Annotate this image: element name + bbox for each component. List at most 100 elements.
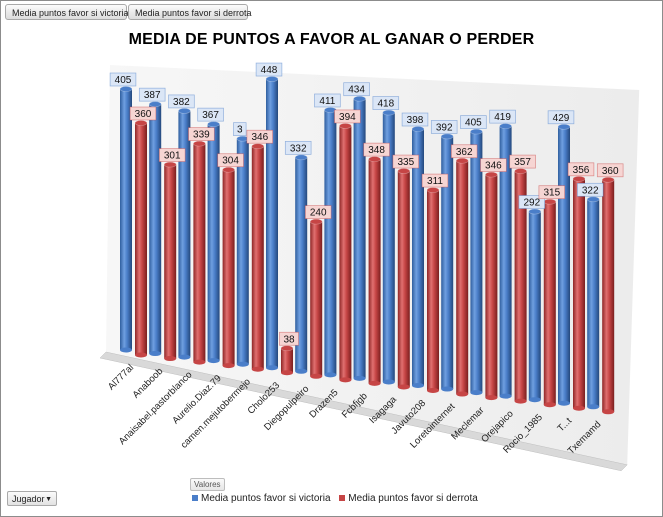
data-label-box — [138, 87, 166, 102]
chart-title: MEDIA DE PUNTOS A FAVOR AL GANAR O PERDE… — [128, 31, 535, 48]
bar-body — [207, 124, 220, 361]
data-label-box — [279, 331, 299, 346]
bar-top-cap — [528, 208, 542, 215]
data-label-box — [168, 94, 195, 109]
data-label-text: 3 — [237, 125, 243, 136]
bar-lose-1 — [163, 161, 177, 362]
data-label-lose-1: 301 — [158, 148, 186, 162]
legend-item-lose: Media puntos favor si derrota — [339, 493, 478, 504]
data-label-text: 346 — [251, 132, 268, 143]
bar-lose-16 — [601, 177, 615, 415]
data-label-lose-10: 311 — [421, 173, 449, 188]
bar-body — [368, 159, 381, 384]
data-label-text: 304 — [222, 156, 239, 167]
bar-body — [251, 146, 264, 370]
data-label-box — [158, 148, 186, 162]
data-label-text: 348 — [368, 145, 385, 156]
bar-base-cap — [602, 409, 615, 415]
bar-body — [427, 190, 439, 391]
data-label-win-6: 332 — [284, 140, 312, 155]
dropdown-arrow-icon: ▼ — [45, 496, 52, 503]
bar-top-cap — [222, 166, 235, 173]
data-label-text: 292 — [523, 198, 540, 209]
bar-base-cap — [310, 373, 323, 379]
data-label-text: 434 — [348, 85, 365, 96]
data-label-box — [538, 185, 566, 200]
data-label-box — [576, 182, 604, 197]
bar-body — [499, 126, 512, 397]
values-field-tag[interactable]: Valores — [190, 478, 225, 491]
data-label-win-9: 418 — [372, 96, 400, 110]
series-field-button-lose[interactable]: Media puntos favor si derrota — [128, 4, 252, 20]
data-label-box — [109, 72, 137, 87]
data-label-box — [284, 140, 312, 155]
data-label-box — [489, 109, 516, 124]
bar-win-7 — [324, 107, 337, 378]
data-label-lose-0: 360 — [129, 106, 157, 121]
bar-body — [135, 123, 147, 355]
bar-base-cap — [368, 380, 381, 386]
bar-base-cap — [543, 402, 556, 408]
legend-label-win: Media puntos favor si victoria — [201, 493, 331, 504]
bar-top-cap — [178, 108, 191, 114]
bar-top-cap — [397, 168, 411, 174]
bar-top-cap — [514, 168, 527, 174]
bar-top-cap — [251, 143, 265, 150]
chart-floor — [99, 351, 628, 472]
bar-lose-12 — [485, 171, 498, 401]
bar-top-cap — [294, 154, 308, 161]
bar-base-cap — [573, 405, 585, 411]
legend-item-win: Media puntos favor si victoria — [192, 493, 331, 504]
bar-base-cap — [382, 379, 395, 385]
bar-win-2 — [178, 108, 191, 360]
bar-base-cap — [266, 365, 278, 371]
bar-top-cap — [207, 121, 220, 127]
bar-win-9 — [382, 109, 396, 385]
axis-field-label: Jugador — [12, 494, 45, 504]
data-label-text: 356 — [573, 165, 590, 176]
bar-top-cap — [499, 123, 512, 129]
legend-swatch-win — [192, 495, 198, 501]
data-label-text: 398 — [407, 115, 424, 126]
data-label-lose-5: 38 — [279, 331, 299, 346]
data-label-box — [460, 115, 487, 129]
bar-base-cap — [587, 404, 600, 410]
axis-field-dropdown[interactable]: Jugador ▼ — [7, 491, 57, 506]
bar-body — [456, 160, 469, 395]
data-label-text: 301 — [164, 151, 181, 162]
bar-top-cap — [193, 140, 206, 147]
bar-top-cap — [543, 198, 557, 205]
bar-base-cap — [135, 352, 147, 358]
bar-body — [353, 98, 366, 379]
bar-win-5 — [265, 76, 279, 371]
data-label-box — [129, 106, 157, 121]
bar-lose-8 — [368, 156, 381, 386]
bar-base-cap — [514, 398, 527, 404]
data-label-box — [255, 62, 283, 77]
bar-top-cap — [309, 218, 323, 225]
bar-top-cap — [353, 95, 366, 102]
bar-base-cap — [149, 351, 162, 357]
bar-body — [441, 136, 454, 390]
data-label-win-12: 405 — [460, 115, 487, 129]
data-label-text: 411 — [319, 96, 335, 107]
bar-lose-13 — [514, 168, 527, 404]
data-label-box — [480, 158, 507, 172]
bar-top-cap — [148, 101, 162, 107]
data-label-win-10: 398 — [401, 112, 429, 127]
data-label-text: 322 — [582, 185, 599, 196]
bar-top-cap — [572, 176, 586, 182]
bar-base-cap — [441, 386, 454, 392]
data-label-lose-6: 240 — [304, 205, 332, 219]
bar-body — [236, 138, 249, 365]
data-label-text: 405 — [115, 75, 132, 86]
data-label-text: 315 — [543, 188, 560, 199]
series-field-button-win[interactable]: Media puntos favor si victoria — [5, 4, 129, 20]
bar-body — [310, 221, 323, 377]
bar-top-cap — [586, 196, 600, 203]
bar-lose-2 — [193, 140, 206, 365]
bar-body — [149, 104, 162, 354]
data-label-text: 240 — [310, 208, 327, 219]
bar-base-cap — [558, 400, 570, 406]
